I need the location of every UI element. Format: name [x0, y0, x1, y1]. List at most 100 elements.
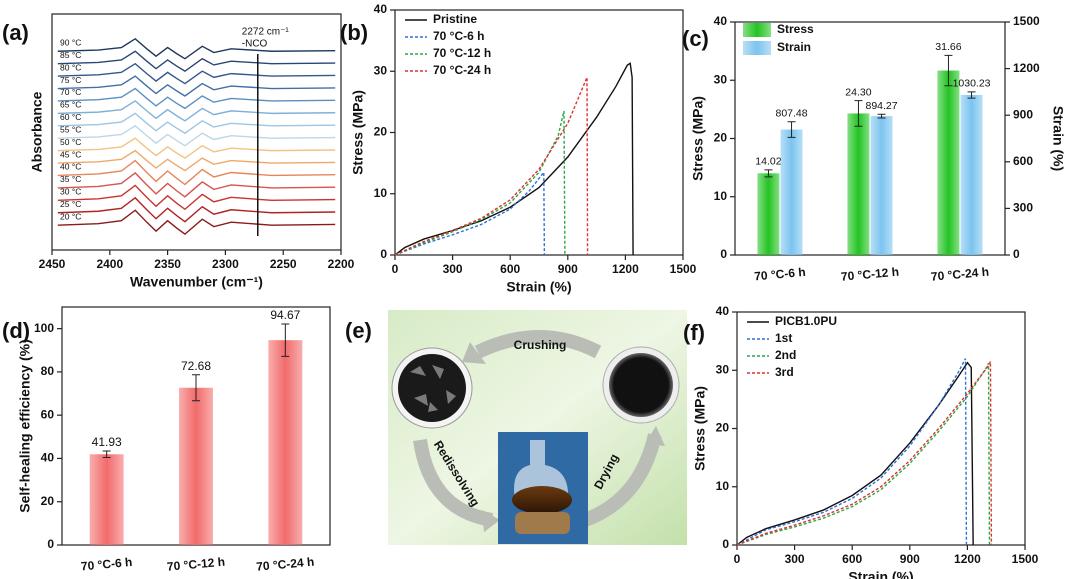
- x-tick-label: 1200: [954, 552, 981, 566]
- y-tick-label: 0: [722, 537, 729, 551]
- y-tick-label: 0: [47, 537, 54, 551]
- y-tick-label: 30: [716, 362, 730, 376]
- series-line: [737, 363, 989, 545]
- x-tick-label: 300: [785, 552, 805, 566]
- x-tick-label: 70 °C-24 h: [256, 555, 315, 574]
- bar: [757, 173, 779, 255]
- value-label: 41.93: [92, 435, 122, 449]
- legend-label: Strain: [777, 40, 811, 54]
- x-tick-label: 600: [842, 552, 862, 566]
- y-tick-label: 0: [720, 247, 727, 261]
- panel-label: (e): [345, 318, 372, 343]
- bar: [847, 113, 869, 255]
- legend-label: Pristine: [433, 12, 477, 26]
- y-tick-label: 0: [380, 247, 387, 261]
- x-tick-label: 70 °C-6 h: [80, 555, 133, 573]
- value-label: 94.67: [270, 308, 300, 322]
- panel-label: (a): [2, 20, 29, 45]
- series-line: [58, 210, 335, 234]
- y-tick-label: 60: [41, 407, 55, 421]
- x-tick-label: 0: [392, 262, 399, 276]
- x-tick-label: 1500: [1012, 552, 1039, 566]
- y2-tick-label: 900: [1013, 107, 1033, 121]
- x-axis-label: Strain (%): [506, 279, 571, 295]
- y2-tick-label: 600: [1013, 154, 1033, 168]
- x-tick-label: 2300: [212, 257, 239, 271]
- panel: (b)010203040Stress (MPa)0300600900120015…: [340, 2, 697, 295]
- y2-tick-label: 1200: [1013, 61, 1040, 75]
- legend-label: 3rd: [775, 365, 794, 379]
- step-label: Crushing: [514, 338, 567, 352]
- x-tick-label: 1500: [670, 262, 697, 276]
- y-axis-label: Stress (MPa): [690, 96, 706, 181]
- y-tick-label: 20: [374, 125, 388, 139]
- x-tick-label: 70 °C-6 h: [754, 265, 807, 283]
- y-tick-label: 40: [716, 304, 730, 318]
- flask-solution: [512, 486, 572, 514]
- series-line: [58, 173, 335, 197]
- panel: (f)010203040Stress (MPa)0300600900120015…: [683, 304, 1039, 579]
- bar: [937, 71, 959, 255]
- bar: [268, 340, 302, 545]
- y2-tick-label: 300: [1013, 201, 1033, 215]
- y-tick-label: 40: [41, 451, 55, 465]
- y-tick-label: 40: [714, 14, 728, 28]
- y2-tick-label: 0: [1013, 247, 1020, 261]
- legend-label: Stress: [777, 22, 814, 36]
- process-diagram: (e) Crushing Redissolving Drying: [345, 310, 687, 545]
- y2-axis-label: Strain (%): [1050, 106, 1066, 171]
- bar: [871, 116, 893, 255]
- y-tick-label: 30: [374, 63, 388, 77]
- y-tick-label: 20: [41, 494, 55, 508]
- x-tick-label: 70 °C-12 h: [166, 555, 225, 574]
- series-line: [737, 363, 973, 545]
- y-axis-label: Absorbance: [29, 91, 45, 172]
- value-label: 24.30: [845, 86, 871, 98]
- x-tick-label: 70 °C-12 h: [840, 265, 899, 284]
- panel: (d)020406080100Self-healing efficiency (…: [2, 307, 330, 574]
- x-tick-label: 2350: [154, 257, 181, 271]
- series-line: [58, 51, 335, 71]
- x-tick-label: 2250: [270, 257, 297, 271]
- x-tick-label: 0: [734, 552, 741, 566]
- legend-label: PICB1.0PU: [775, 314, 837, 328]
- value-label: 14.02: [755, 156, 781, 168]
- x-tick-label: 70 °C-24 h: [930, 265, 989, 284]
- x-tick-label: 600: [500, 262, 520, 276]
- y-tick-label: 80: [41, 364, 55, 378]
- legend-label: 70 °C-6 h: [433, 29, 484, 43]
- value-label: 894.27: [865, 100, 897, 112]
- bar: [179, 388, 213, 545]
- plot-frame: [737, 312, 1025, 545]
- annotation-note: -NCO: [242, 39, 268, 50]
- x-tick-label: 1200: [612, 262, 639, 276]
- y-tick-label: 10: [714, 189, 728, 203]
- legend-label: 70 °C-24 h: [433, 63, 491, 77]
- bar: [961, 95, 983, 255]
- y-tick-label: 10: [716, 479, 730, 493]
- y-tick-label: 10: [374, 186, 388, 200]
- panel-label: (b): [340, 20, 368, 45]
- bar: [781, 130, 803, 255]
- y-tick-label: 100: [34, 321, 54, 335]
- legend-label: 2nd: [775, 348, 796, 362]
- y-axis-label: Self-healing efficiency (%): [17, 339, 33, 512]
- series-line: [58, 101, 335, 121]
- cork-ring: [515, 512, 570, 534]
- value-label: 807.48: [775, 108, 807, 120]
- series-line: [58, 76, 335, 96]
- series-line: [58, 39, 335, 59]
- value-label: 1030.23: [953, 78, 991, 90]
- dried-film: [609, 353, 673, 417]
- crushed-pieces: [398, 354, 466, 422]
- x-tick-label: 2200: [328, 257, 355, 271]
- legend-swatch: [743, 41, 771, 55]
- series-line: [58, 185, 335, 209]
- x-tick-label: 900: [558, 262, 578, 276]
- series-line: [58, 198, 335, 222]
- series-line: [58, 151, 335, 171]
- legend-label: 70 °C-12 h: [433, 46, 491, 60]
- bar: [90, 454, 124, 545]
- panel-label: (f): [683, 320, 705, 345]
